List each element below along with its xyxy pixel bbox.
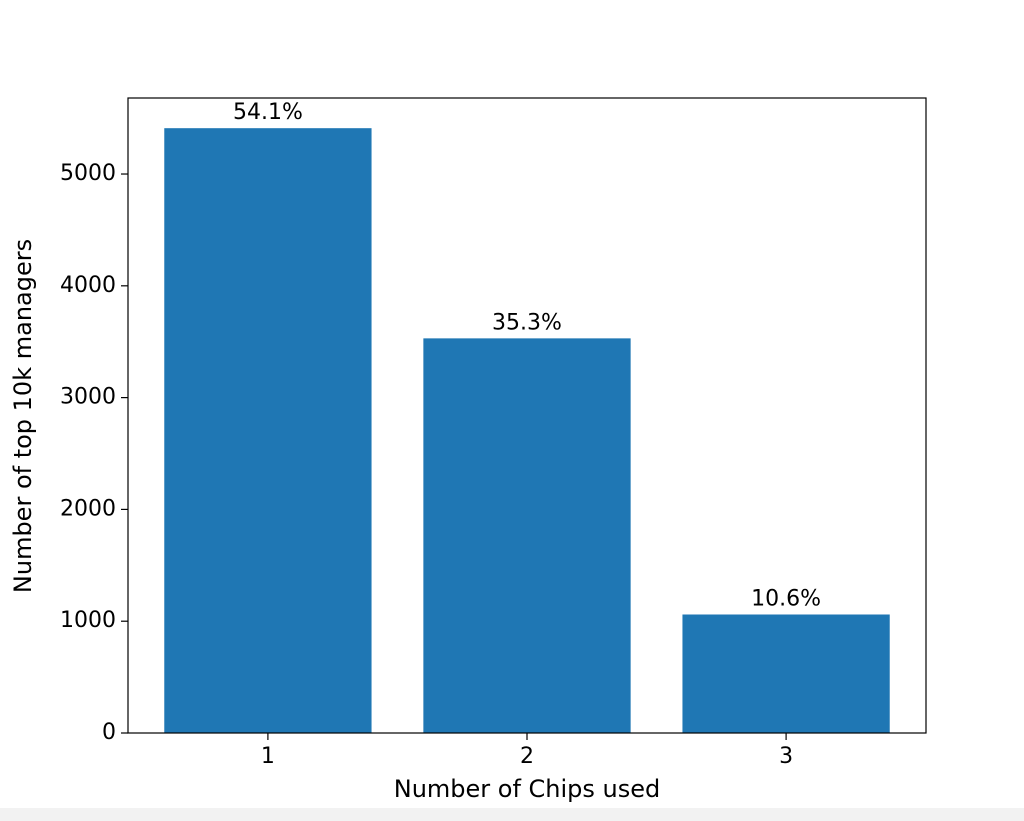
y-tick-label: 2000 xyxy=(60,496,116,521)
y-tick-label: 4000 xyxy=(60,273,116,298)
value-label: 54.1% xyxy=(233,100,303,125)
x-axis-label: Number of Chips used xyxy=(394,775,661,803)
value-label: 10.6% xyxy=(751,586,821,611)
y-tick-label: 5000 xyxy=(60,161,116,186)
x-tick-label: 2 xyxy=(520,744,534,769)
y-tick-label: 3000 xyxy=(60,385,116,410)
value-label: 35.3% xyxy=(492,310,562,335)
y-axis-label: Number of top 10k managers xyxy=(9,239,37,593)
window-edge xyxy=(0,808,1024,821)
x-tick-label: 1 xyxy=(261,744,275,769)
plot-frame xyxy=(127,97,927,734)
x-tick-label: 3 xyxy=(779,744,793,769)
y-tick-label: 1000 xyxy=(60,608,116,633)
y-tick-label: 0 xyxy=(102,720,116,745)
bar xyxy=(164,128,372,733)
bar xyxy=(682,614,890,733)
bar xyxy=(423,338,631,733)
